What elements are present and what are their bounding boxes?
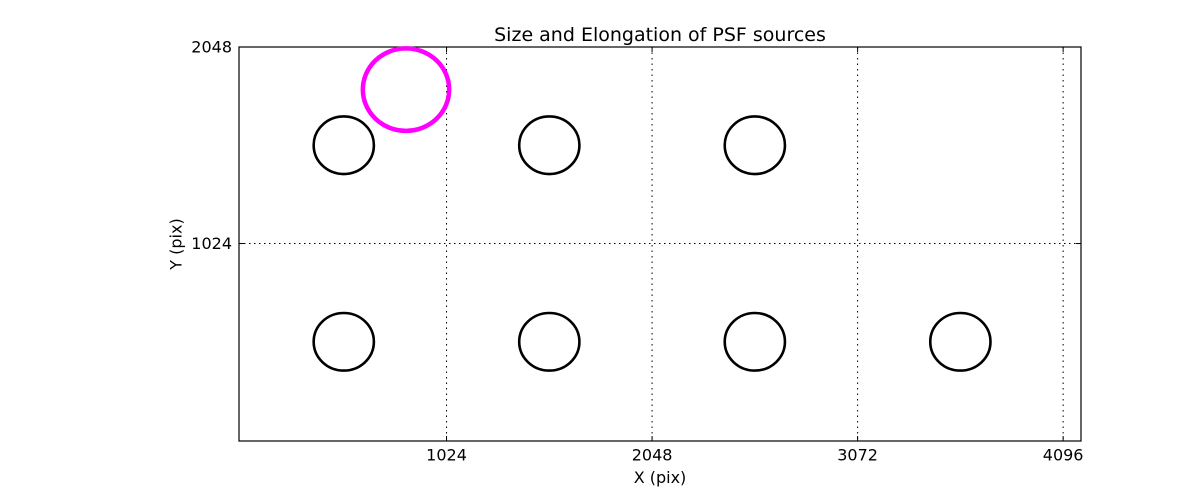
psf-source-circle	[517, 311, 581, 372]
x-axis-label: X (pix)	[633, 468, 687, 487]
x-tick-label: 3072	[837, 446, 878, 465]
psf-source-circle	[312, 115, 376, 176]
y-tick-label: 2048	[191, 38, 232, 57]
y-axis-label: Y (pix)	[166, 218, 186, 270]
plot-title: Size and Elongation of PSF sources	[494, 24, 826, 46]
psf-source-circle	[928, 311, 992, 372]
y-tick-label: 1024	[191, 234, 232, 253]
psf-source-circle	[723, 311, 787, 372]
x-tick-label: 2048	[632, 446, 673, 465]
psf-source-circle	[723, 115, 787, 176]
psf-source-circle	[312, 311, 376, 372]
x-tick-label: 1024	[426, 446, 467, 465]
psf-source-circle	[517, 115, 581, 176]
psf-source-circle-flagged	[360, 46, 452, 134]
x-tick-label: 4096	[1043, 446, 1084, 465]
